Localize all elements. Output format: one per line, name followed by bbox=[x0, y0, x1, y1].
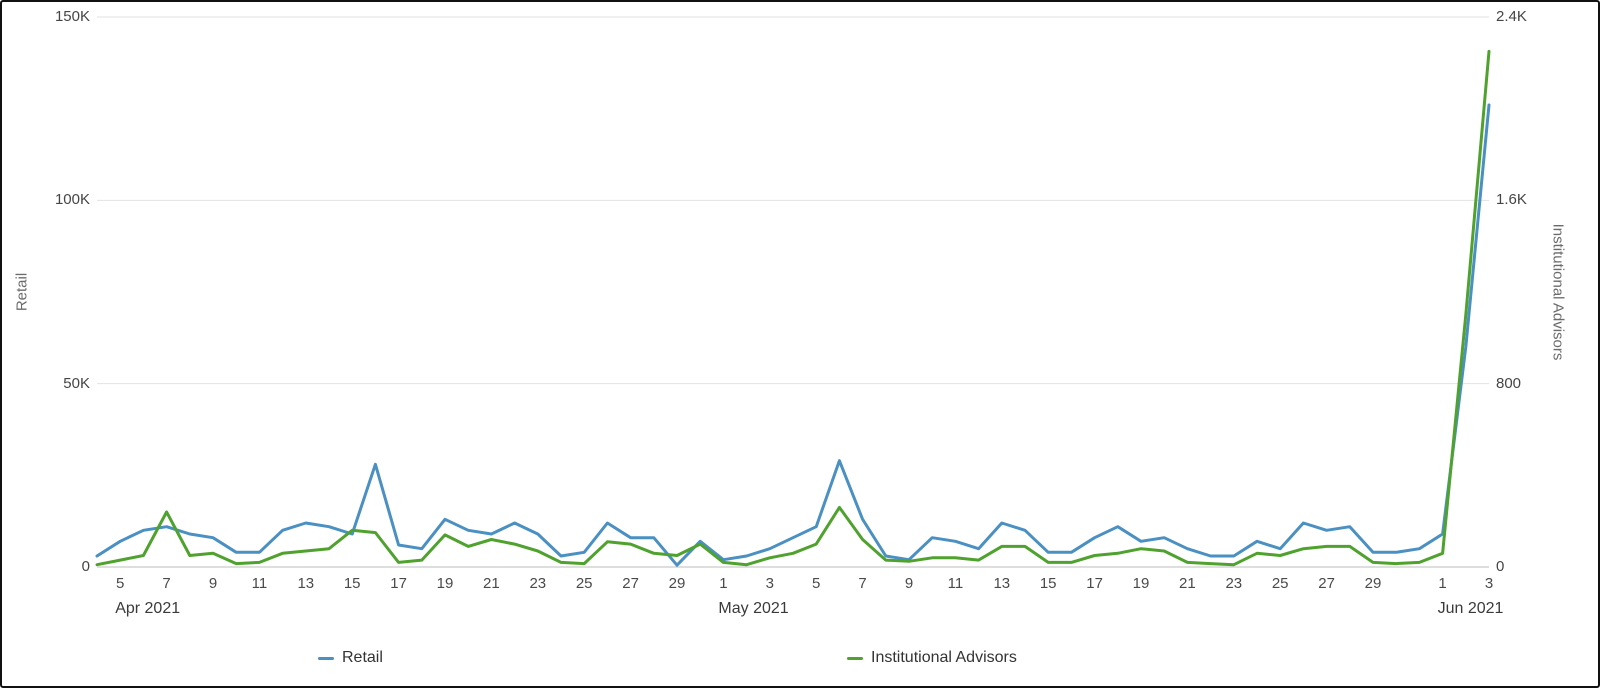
right-axis-tick-label: 1.6K bbox=[1496, 191, 1527, 209]
x-axis-tick-label: 5 bbox=[116, 575, 125, 592]
x-axis-month-label: Apr 2021 bbox=[115, 600, 181, 617]
left-axis-tick-label: 0 bbox=[81, 558, 90, 575]
x-axis-tick-label: 25 bbox=[1271, 575, 1289, 592]
legend-item-retail[interactable]: Retail bbox=[318, 647, 383, 669]
institutional-advisors-legend-label: Institutional Advisors bbox=[871, 649, 1017, 666]
retail-legend-label: Retail bbox=[342, 649, 383, 666]
x-axis-tick-label: 5 bbox=[812, 575, 821, 592]
x-axis-tick-label: 9 bbox=[904, 575, 914, 592]
x-axis-tick-label: 1 bbox=[1438, 575, 1447, 592]
x-axis-tick-label: 13 bbox=[297, 575, 315, 592]
chart-legend: Retail Institutional Advisors bbox=[2, 647, 1598, 673]
x-axis-month-label: May 2021 bbox=[718, 600, 789, 617]
x-axis-tick-label: 7 bbox=[162, 575, 171, 592]
institutional-advisors-legend-marker bbox=[847, 656, 863, 660]
x-axis-tick-label: 9 bbox=[208, 575, 218, 592]
x-axis-tick-label: 3 bbox=[1484, 575, 1494, 592]
retail-legend-marker bbox=[318, 656, 334, 660]
x-axis-tick-label: 25 bbox=[575, 575, 593, 592]
x-axis-tick-label: 19 bbox=[1132, 575, 1150, 592]
x-axis-tick-label: 29 bbox=[668, 575, 686, 592]
x-axis-tick-label: 15 bbox=[1039, 575, 1057, 592]
x-axis-tick-label: 23 bbox=[529, 575, 547, 592]
right-axis-tick-label: 2.4K bbox=[1496, 8, 1527, 25]
x-axis-tick-label: 7 bbox=[858, 575, 867, 592]
x-axis-tick-label: 3 bbox=[765, 575, 774, 592]
x-axis-tick-label: 11 bbox=[947, 575, 964, 592]
series-line-institutional-advisors[interactable] bbox=[95, 49, 1491, 567]
x-axis-tick-label: 21 bbox=[1179, 575, 1196, 592]
x-axis-tick-label: 19 bbox=[436, 575, 454, 592]
x-axis-tick-label: 1 bbox=[719, 575, 728, 592]
left-axis-tick-label: 150K bbox=[54, 8, 90, 25]
x-axis-tick-label: 11 bbox=[251, 575, 268, 592]
x-axis-tick-label: 15 bbox=[343, 575, 361, 592]
x-axis-tick-label: 23 bbox=[1225, 575, 1243, 592]
left-axis-tick-label: 100K bbox=[54, 191, 90, 209]
series-line-retail[interactable] bbox=[95, 103, 1491, 567]
legend-item-institutional-advisors[interactable]: Institutional Advisors bbox=[847, 647, 1017, 669]
chart-canvas bbox=[95, 16, 1491, 568]
x-axis-tick-label: 17 bbox=[390, 575, 407, 592]
x-axis-tick-label: 21 bbox=[483, 575, 500, 592]
x-axis-month-label: Jun 2021 bbox=[1437, 600, 1504, 617]
x-axis-tick-label: 29 bbox=[1364, 575, 1382, 592]
right-axis-tick-label: 800 bbox=[1496, 374, 1522, 392]
x-axis-tick-label: 13 bbox=[993, 575, 1011, 592]
x-axis-tick-label: 17 bbox=[1086, 575, 1103, 592]
right-axis-tick-label: 0 bbox=[1496, 558, 1505, 575]
left-axis-title: Retail bbox=[13, 272, 31, 312]
x-axis-tick-label: 27 bbox=[1318, 575, 1335, 592]
x-axis-tick-label: 27 bbox=[622, 575, 639, 592]
left-axis-tick-label: 50K bbox=[63, 374, 90, 392]
right-axis-title: Institutional Advisors bbox=[1549, 223, 1567, 361]
